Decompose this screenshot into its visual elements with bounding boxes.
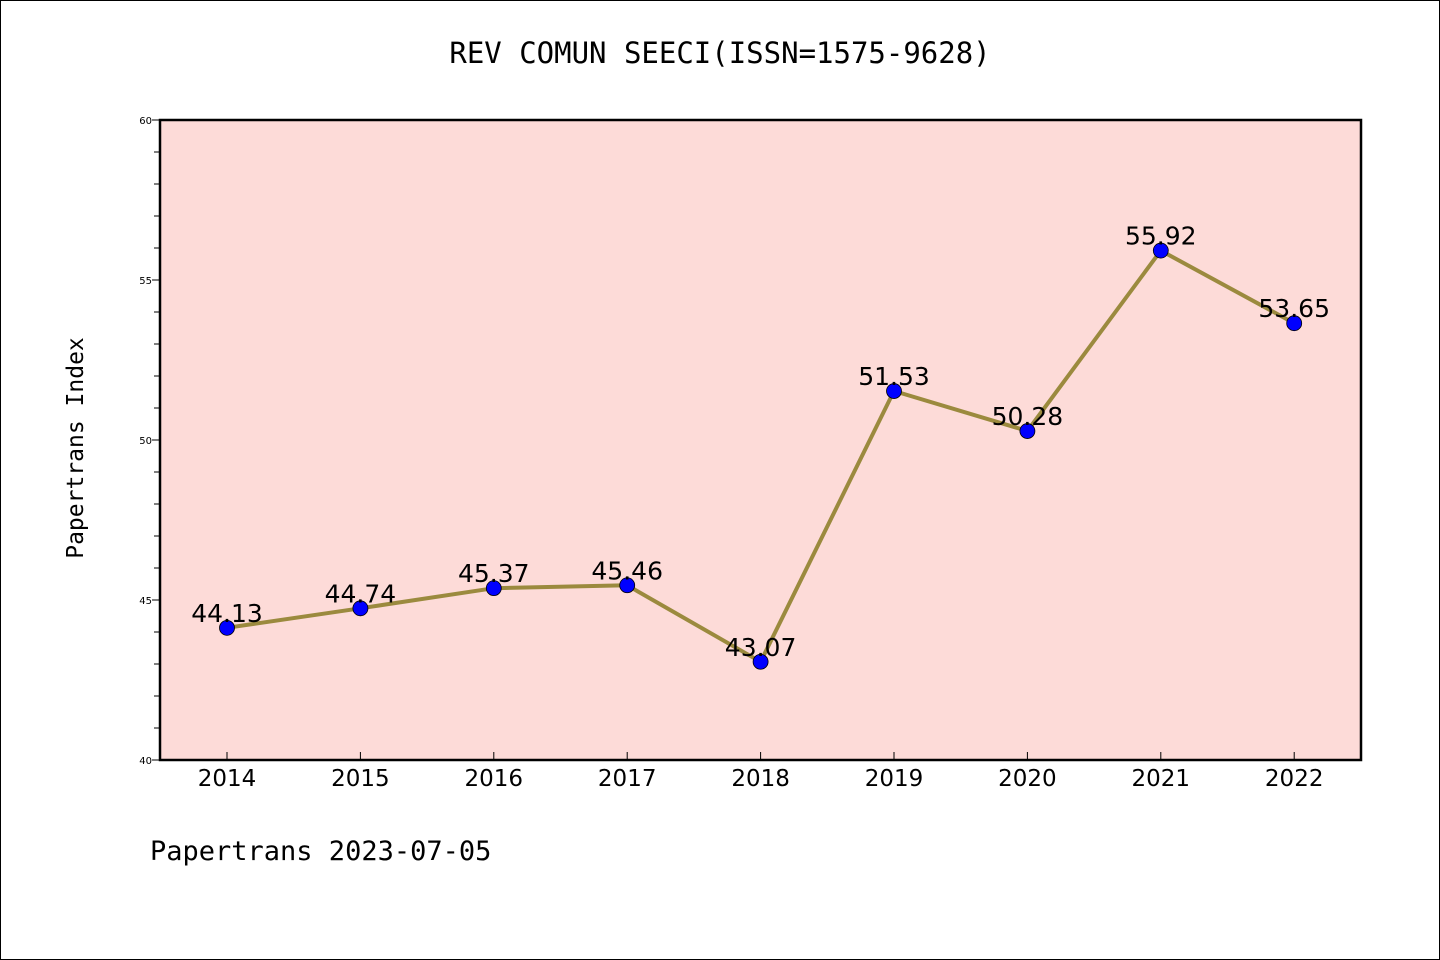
data-point <box>619 577 636 594</box>
data-point <box>886 383 902 399</box>
data-label: 43.07 <box>725 633 797 662</box>
data-point <box>1019 423 1036 439</box>
footer-note: Papertrans 2023-07-05 <box>150 836 492 867</box>
data-point <box>219 619 235 636</box>
data-label: 45.37 <box>458 559 530 588</box>
data-label: 53.65 <box>1258 294 1330 323</box>
data-point <box>752 653 769 670</box>
data-labels: 44.13 44.74 45.37 45.46 43.07 51.53 50.28 55.92… <box>191 222 1330 662</box>
x-axis: 2014 2015 2016 2017 2018 2019 2020 2021 2022 <box>198 752 1324 792</box>
x-tick-label: 2021 <box>1132 766 1191 792</box>
x-tick-label: 2015 <box>331 766 390 792</box>
data-label: 45.46 <box>591 556 663 585</box>
data-point <box>485 580 502 597</box>
x-tick-label: 2020 <box>998 766 1057 792</box>
y-tick-label: 55 <box>139 276 152 287</box>
data-label: 44.13 <box>191 599 263 628</box>
data-label: 51.53 <box>858 362 930 391</box>
plot-area <box>160 120 1361 760</box>
x-tick-label: 2019 <box>865 766 924 792</box>
y-tick-label: 60 <box>139 116 152 127</box>
data-label: 55.92 <box>1125 222 1197 251</box>
data-point <box>352 600 369 617</box>
data-point <box>1286 315 1303 332</box>
x-tick-label: 2022 <box>1265 766 1324 792</box>
y-tick-label: 50 <box>139 436 152 447</box>
x-tick-label: 2018 <box>731 766 790 792</box>
x-tick-label: 2014 <box>198 766 257 792</box>
data-label: 50.28 <box>992 402 1064 431</box>
y-axis: 40 45 50 55 60 <box>139 116 160 767</box>
plot-border <box>158 118 1363 762</box>
x-tick-label: 2017 <box>598 766 657 792</box>
x-tick-label: 2016 <box>465 766 524 792</box>
y-tick-label: 40 <box>139 756 152 767</box>
chart-title: REV COMUN SEECI(ISSN=1575-9628) <box>449 36 991 70</box>
data-markers <box>219 242 1303 670</box>
data-point <box>1152 242 1169 259</box>
y-tick-label: 45 <box>139 596 152 607</box>
data-label: 44.74 <box>325 579 397 608</box>
